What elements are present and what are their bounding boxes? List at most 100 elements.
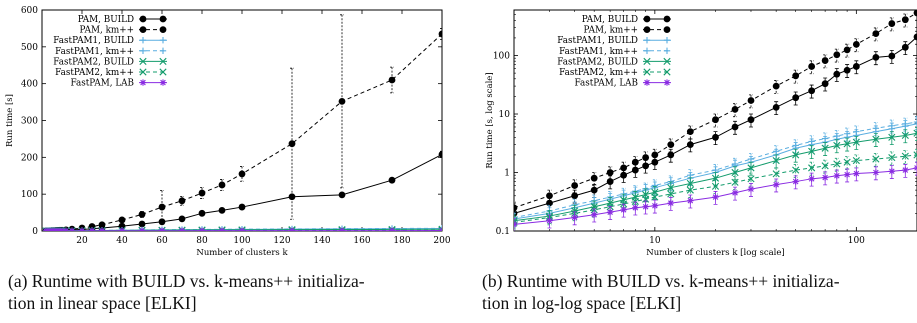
data-point <box>288 193 296 201</box>
data-point <box>138 220 146 228</box>
series-group <box>514 10 917 231</box>
data-point <box>913 118 917 126</box>
legend-marker <box>159 68 167 76</box>
legend-marker <box>663 26 671 33</box>
error-bar <box>633 156 638 170</box>
data-point <box>288 140 296 148</box>
legend-marker <box>643 26 651 33</box>
x-tick-label: 60 <box>156 236 168 246</box>
data-point <box>821 57 829 64</box>
error-bar <box>873 133 878 147</box>
data-point <box>642 203 649 210</box>
data-point <box>218 206 226 214</box>
data-point <box>808 175 815 183</box>
y-tick-label: 1 <box>504 169 510 179</box>
data-point <box>590 186 598 194</box>
data-point <box>158 227 166 231</box>
error-bar <box>748 94 753 109</box>
data-point <box>747 97 755 104</box>
legend-label: PAM, km++ <box>584 26 638 36</box>
error-bar <box>834 48 839 63</box>
legend-marker <box>663 79 671 86</box>
data-point <box>913 10 917 17</box>
data-point <box>178 197 186 205</box>
caption-a-line2: tion in linear space [ELKI] <box>8 293 197 313</box>
data-point <box>667 151 675 159</box>
data-point <box>118 222 126 230</box>
legend-marker <box>643 15 651 23</box>
data-point <box>888 52 896 60</box>
data-point <box>571 192 579 200</box>
data-point <box>843 171 851 178</box>
legend-label: FastPAM2, km++ <box>55 68 134 78</box>
data-point <box>198 189 206 197</box>
data-point <box>590 174 598 182</box>
legend-marker <box>139 57 147 65</box>
error-bar <box>903 129 908 144</box>
data-point <box>901 16 909 24</box>
error-bar <box>514 218 516 231</box>
y-tick-label: 300 <box>21 117 38 127</box>
error-bar <box>889 151 894 166</box>
legend-marker <box>643 57 651 65</box>
error-bar <box>854 38 859 53</box>
data-point <box>642 195 650 203</box>
data-point <box>872 135 880 143</box>
legend-label: FastPAM2, BUILD <box>557 57 638 67</box>
legend-marker <box>159 79 167 86</box>
data-point <box>514 204 518 212</box>
legend-marker <box>159 37 167 44</box>
data-point <box>687 197 694 204</box>
data-point <box>833 141 841 150</box>
data-point <box>218 181 226 189</box>
error-bar <box>220 179 224 191</box>
data-point <box>388 76 396 84</box>
data-point <box>821 162 829 170</box>
data-point <box>731 168 739 177</box>
data-point <box>747 155 755 163</box>
data-point <box>178 215 186 223</box>
data-point <box>792 94 800 102</box>
data-point <box>98 221 106 229</box>
data-point <box>792 166 800 174</box>
data-point <box>843 140 851 148</box>
data-point <box>712 193 719 201</box>
error-bar <box>809 145 814 160</box>
x-tick-label: 160 <box>353 236 370 246</box>
data-point <box>821 135 829 142</box>
y-tick-label: 10 <box>499 110 511 120</box>
data-point <box>238 170 246 178</box>
data-point <box>620 171 628 179</box>
error-bar <box>668 138 673 153</box>
x-tick-label: 140 <box>313 236 330 246</box>
y-tick-label: 0 <box>32 227 38 237</box>
data-point <box>852 40 860 48</box>
data-point <box>571 182 579 189</box>
caption-loglog: (b) Runtime with BUILD vs. k-means++ ini… <box>482 270 917 314</box>
data-point <box>913 33 917 41</box>
legend-label: FastPAM, LAB <box>574 79 638 89</box>
data-point <box>843 158 851 166</box>
data-point <box>792 151 800 159</box>
legend-label: FastPAM2, BUILD <box>53 57 134 67</box>
error-bar <box>823 54 828 69</box>
data-point <box>620 164 628 172</box>
data-point <box>872 30 880 37</box>
error-bar <box>889 119 894 134</box>
series-line-0 <box>45 153 442 231</box>
data-point <box>833 51 841 59</box>
legend-marker <box>159 26 167 33</box>
data-point <box>853 128 860 135</box>
error-bar <box>845 43 850 58</box>
data-point <box>686 128 694 136</box>
data-point <box>667 199 674 207</box>
data-point <box>118 227 126 231</box>
data-point <box>514 214 518 221</box>
data-point <box>888 153 896 162</box>
legend-marker <box>643 79 651 86</box>
data-point <box>546 217 553 224</box>
x-tick-label: 120 <box>273 236 290 246</box>
data-point <box>631 197 639 206</box>
error-bar <box>845 137 850 152</box>
error-bar <box>440 28 442 40</box>
